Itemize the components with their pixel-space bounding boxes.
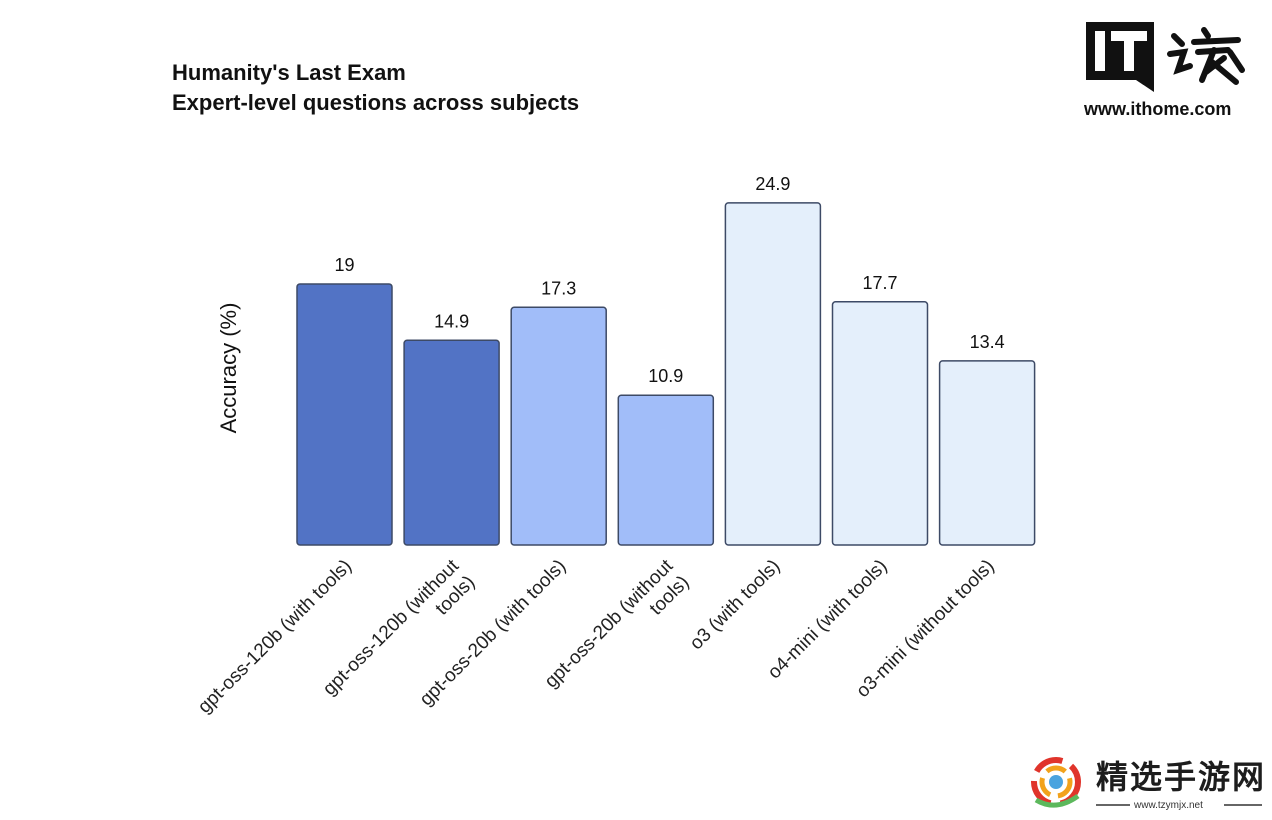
bar-value-label-6: 17.7 [862,273,897,293]
chart-title-line-2: Expert-level questions across subjects [172,90,580,115]
bar-3 [510,306,607,546]
tzymjx-name: 精选手游网 [1096,758,1267,796]
bar-5 [724,202,822,546]
bar-value-label-1: 19 [334,255,354,275]
ithome-logo [1086,22,1245,92]
x-tick-label-line: o4-mini (with tools) [764,556,892,684]
tzymjx-logo [1031,757,1262,808]
y-axis-label: Accuracy (%) [216,303,241,434]
bar-4 [617,394,715,546]
bar-2 [403,339,500,546]
bar-6 [831,301,929,546]
bar-value-label-3: 17.3 [541,278,576,298]
bar-1 [296,283,393,546]
bar-value-label-7: 13.4 [970,332,1005,352]
bar-7 [938,360,1036,546]
tzymjx-url: www.tzymjx.net [1134,800,1203,811]
bar-value-label-5: 24.9 [755,174,790,194]
x-tick-label-5: o3 (with tools) [686,556,784,654]
ithome-url: www.ithome.com [1084,99,1232,119]
x-tick-label-line: o3 (with tools) [686,556,784,654]
bar-value-label-2: 14.9 [434,311,469,331]
x-tick-label-6: o4-mini (with tools) [764,556,892,684]
x-tick-label-4: gpt-oss-20b (withouttools) [541,555,694,708]
bar-value-label-4: 10.9 [648,366,683,386]
chart-title-line-1: Humanity's Last Exam [172,60,406,85]
